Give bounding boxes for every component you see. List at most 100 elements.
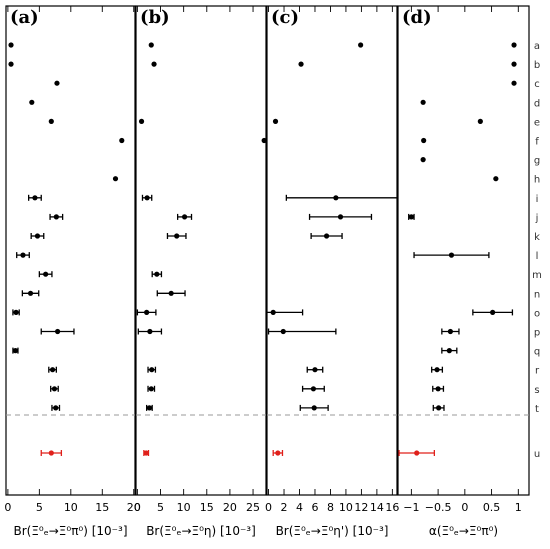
panel-frame — [135, 5, 267, 496]
row-label-h: h — [534, 175, 540, 186]
x-tick-label: 5 — [36, 501, 43, 514]
data-point-t — [53, 405, 59, 411]
data-point-r — [434, 367, 440, 373]
data-point-a — [8, 42, 14, 48]
row-label-d: d — [534, 98, 540, 109]
data-point-u — [275, 450, 281, 456]
data-point-a — [148, 42, 154, 48]
data-point-j — [408, 214, 414, 220]
data-point-e — [272, 118, 279, 124]
panel-c: (c) 0 2 4 6 8 10 12 14 16 Br(Ξ⁰ₑ→Ξ⁰η') [10⁻³] — [265, 5, 399, 538]
data-point-t — [436, 405, 442, 411]
x-tick-label: 16 — [385, 501, 399, 514]
row-label-o: o — [534, 308, 540, 319]
data-point-k — [34, 233, 41, 239]
data-point-n — [168, 290, 174, 296]
data-point-s — [148, 386, 154, 392]
x-tick-label: 20 — [127, 501, 141, 514]
data-point-s — [435, 386, 441, 392]
x-tick-label: 0 — [4, 501, 11, 514]
x-tick-label: 15 — [95, 501, 109, 514]
x-tick-label: 0.5 — [483, 501, 501, 514]
x-tick-label: 6 — [311, 501, 318, 514]
data-point-e — [477, 118, 483, 124]
data-point-k — [174, 233, 180, 239]
x-axis-label: Br(Ξ⁰ₑ→Ξ⁰η) [10⁻³] — [146, 524, 256, 538]
data-point-d — [420, 99, 426, 105]
data-point-q — [12, 348, 19, 354]
data-point-f — [421, 137, 427, 144]
x-tick-label: 0 — [134, 501, 141, 514]
panel-a: (a) 0 5 10 15 20 Br(Ξ⁰ₑ→Ξ⁰π⁰) [10⁻³] — [4, 5, 141, 538]
x-tick-label: 0 — [265, 501, 272, 514]
x-tick-label: 10 — [339, 501, 353, 514]
data-point-e — [138, 118, 145, 124]
data-point-p — [447, 328, 453, 335]
data-point-t — [311, 405, 317, 411]
data-point-f — [261, 137, 267, 144]
row-label-c: c — [534, 79, 540, 90]
x-tick-label: 4 — [296, 501, 303, 514]
data-point-i — [32, 195, 38, 201]
x-tick-label: 2 — [281, 501, 288, 514]
x-tick-label: 1 — [515, 501, 522, 514]
data-point-i — [333, 195, 339, 201]
row-label-g: g — [534, 156, 540, 167]
row-label-s: s — [534, 385, 539, 396]
data-point-u — [143, 450, 149, 456]
data-point-e — [48, 118, 54, 124]
data-point-o — [270, 309, 276, 315]
panel-tag: (c) — [271, 7, 299, 28]
row-label-q: q — [534, 347, 540, 358]
panel-tag: (d) — [402, 7, 432, 28]
data-point-j — [181, 214, 188, 220]
panel-tag: (a) — [10, 7, 39, 28]
data-point-i — [144, 195, 150, 201]
row-label-m: m — [532, 270, 542, 281]
x-tick-label: 0 — [461, 501, 468, 514]
data-point-b — [511, 61, 517, 67]
row-label-n: n — [534, 289, 540, 300]
x-axis-label: α(Ξ⁰ₑ→Ξ⁰π⁰) — [429, 524, 498, 538]
data-point-u — [48, 450, 54, 456]
data-point-o — [13, 309, 19, 315]
panel-b: (b) 0 5 10 15 20 25 Br(Ξ⁰ₑ→Ξ⁰η) [10⁻³] — [134, 5, 267, 538]
data-point-c — [511, 80, 517, 86]
data-point-f — [119, 137, 125, 144]
x-tick-label: 20 — [223, 501, 237, 514]
data-point-b — [8, 61, 14, 67]
row-label-a: a — [534, 41, 540, 52]
data-point-h — [112, 176, 119, 182]
row-label-e: e — [534, 117, 540, 128]
data-point-m — [43, 271, 49, 277]
data-point-o — [490, 309, 496, 315]
x-tick-label: 8 — [327, 501, 334, 514]
data-point-p — [147, 328, 153, 335]
x-axis-label: Br(Ξ⁰ₑ→Ξ⁰η') [10⁻³] — [276, 524, 389, 538]
row-label-f: f — [535, 137, 539, 148]
panel-frame — [5, 5, 136, 496]
x-tick-label: 10 — [177, 501, 191, 514]
data-point-u — [414, 450, 420, 456]
data-point-g — [420, 157, 426, 163]
row-label-u: u — [534, 449, 540, 460]
row-label-r: r — [535, 366, 540, 377]
panel-d: (d) −1 −0.5 0 0.5 1 α(Ξ⁰ₑ→Ξ⁰π⁰) — [397, 5, 530, 538]
data-point-j — [53, 214, 59, 220]
data-point-l — [448, 252, 455, 258]
data-point-a — [358, 42, 364, 48]
row-label-p: p — [534, 328, 540, 339]
x-tick-label: 15 — [200, 501, 214, 514]
x-tick-label: −1 — [403, 501, 419, 514]
data-point-b — [151, 61, 157, 67]
data-point-r — [149, 367, 155, 373]
row-label-k: k — [534, 232, 540, 243]
data-point-p — [280, 328, 286, 335]
x-tick-label: −0.5 — [425, 501, 452, 514]
data-point-o — [144, 309, 150, 315]
data-point-s — [51, 386, 58, 392]
data-point-n — [27, 290, 34, 296]
